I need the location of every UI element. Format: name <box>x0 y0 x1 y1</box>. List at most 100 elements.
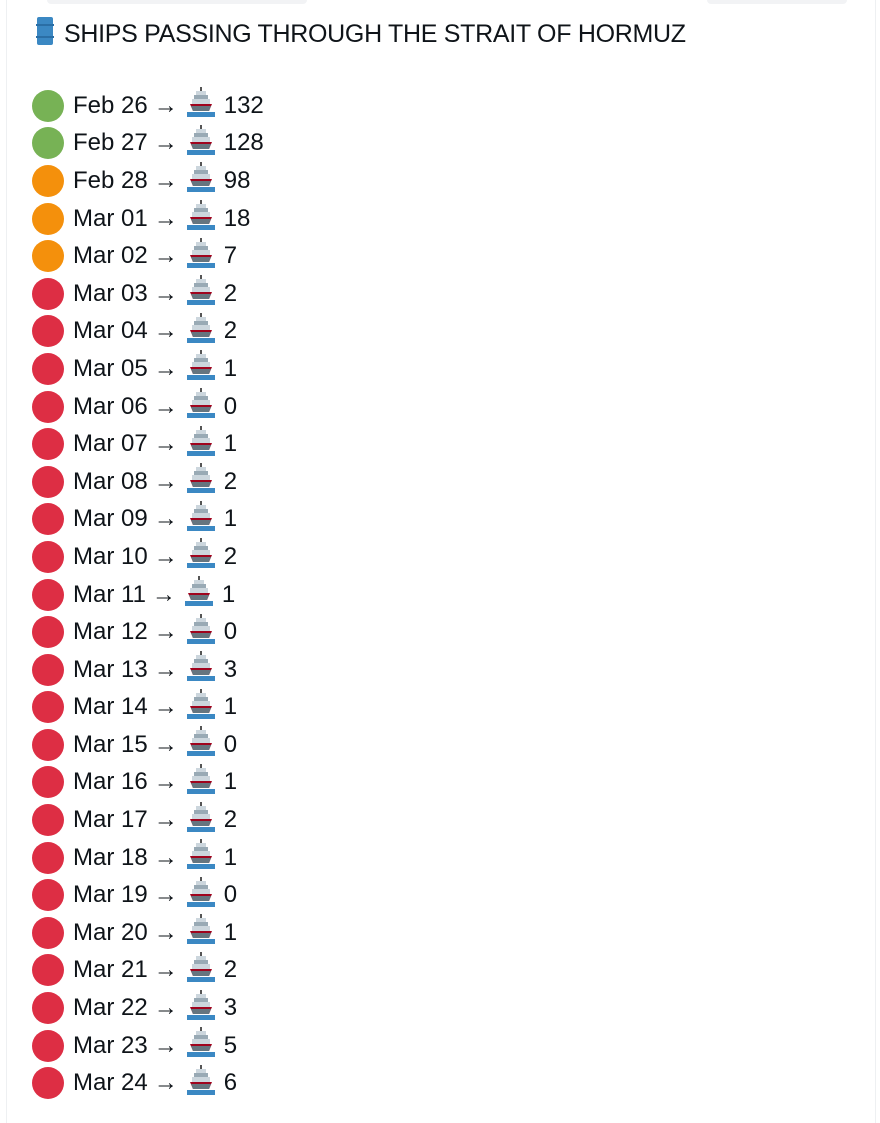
status-red-circle-icon <box>32 578 64 611</box>
ship-count: 1 <box>223 918 238 946</box>
arrow-icon: → <box>151 580 176 608</box>
list-item: Mar 21 → 2 <box>32 951 264 990</box>
title-text: SHIPS PASSING THROUGH THE STRAIT OF HORM… <box>64 20 686 48</box>
list-item: Mar 13 → 3 <box>32 651 264 689</box>
list-item: Mar 18 → 1 <box>32 839 264 877</box>
list-item: Feb 27 → 128 <box>32 124 264 163</box>
date-label: Mar 13 <box>73 655 148 683</box>
date-label: Mar 21 <box>73 956 148 984</box>
date-label: Mar 24 <box>73 1069 148 1097</box>
status-orange-circle-icon <box>32 164 64 197</box>
ship-count: 0 <box>223 881 238 909</box>
ship-icon <box>184 876 218 915</box>
ship-icon <box>184 989 218 1028</box>
arrow-icon: → <box>153 994 178 1022</box>
date-label: Mar 16 <box>73 768 148 796</box>
arrow-icon: → <box>153 618 178 646</box>
ship-icon <box>184 613 218 652</box>
status-red-circle-icon <box>32 315 64 348</box>
status-red-circle-icon <box>32 428 64 461</box>
arrow-icon: → <box>153 129 178 157</box>
status-green-circle-icon <box>32 89 64 122</box>
list-item: Mar 01 → 18 <box>32 200 264 238</box>
status-red-circle-icon <box>32 352 64 385</box>
post-container <box>6 0 876 1123</box>
list-item: Mar 08 → 2 <box>32 463 264 501</box>
ship-icon <box>184 387 218 426</box>
ship-count: 5 <box>223 1031 238 1059</box>
list-item: Mar 03 → 2 <box>32 275 264 313</box>
status-red-circle-icon <box>32 954 64 987</box>
arrow-icon: → <box>153 956 178 984</box>
ship-count: 1 <box>221 580 236 608</box>
arrow-icon: → <box>153 242 178 270</box>
ship-count: 1 <box>223 693 238 721</box>
list-item: Mar 05 → 1 <box>32 350 264 388</box>
ship-icon <box>184 462 218 501</box>
status-red-circle-icon <box>32 1029 64 1062</box>
ship-icon <box>184 312 218 351</box>
status-green-circle-icon <box>32 127 64 160</box>
date-label: Mar 20 <box>73 918 148 946</box>
date-label: Mar 04 <box>73 317 148 345</box>
post-title: SHIPS PASSING THROUGH THE STRAIT OF HORM… <box>36 16 686 53</box>
ship-icon <box>184 537 218 576</box>
arrow-icon: → <box>153 1069 178 1097</box>
date-label: Mar 18 <box>73 843 148 871</box>
status-red-circle-icon <box>32 277 64 310</box>
arrow-icon: → <box>153 354 178 382</box>
arrow-icon: → <box>153 768 178 796</box>
date-label: Mar 07 <box>73 430 148 458</box>
status-red-circle-icon <box>32 992 64 1025</box>
list-item: Mar 06 → 0 <box>32 388 264 426</box>
arrow-icon: → <box>153 279 178 307</box>
arrow-icon: → <box>153 317 178 345</box>
list-item: Mar 12 → 0 <box>32 613 264 651</box>
ship-count: 2 <box>223 806 238 834</box>
date-label: Mar 23 <box>73 1031 148 1059</box>
ship-icon <box>184 199 218 238</box>
ship-icon <box>184 1026 218 1065</box>
ship-icon <box>184 725 218 764</box>
list-item: Mar 02 → 7 <box>32 237 264 275</box>
status-red-circle-icon <box>32 653 64 686</box>
date-label: Mar 17 <box>73 806 148 834</box>
status-orange-circle-icon <box>32 202 64 235</box>
ship-count-list: Feb 26 → 132 Feb 27 → 128 Feb 28 → 98 Mar 01 → 18 Ma… <box>32 87 264 1102</box>
list-item: Mar 22 → 3 <box>32 989 264 1027</box>
ship-count: 1 <box>223 768 238 796</box>
list-item: Mar 04 → 2 <box>32 312 264 351</box>
ship-icon <box>184 763 218 802</box>
date-label: Mar 09 <box>73 505 148 533</box>
status-red-circle-icon <box>32 465 64 498</box>
status-red-circle-icon <box>32 616 64 649</box>
arrow-icon: → <box>153 166 178 194</box>
ship-count: 132 <box>223 91 264 119</box>
ship-icon <box>184 237 218 276</box>
ship-count: 3 <box>223 994 238 1022</box>
status-red-circle-icon <box>32 916 64 949</box>
list-item: Mar 07 → 1 <box>32 425 264 463</box>
list-item: Mar 17 → 2 <box>32 801 264 839</box>
ship-icon <box>184 951 218 990</box>
ship-count: 128 <box>223 129 264 157</box>
arrow-icon: → <box>153 542 178 570</box>
ship-count: 1 <box>223 354 238 382</box>
ship-count: 2 <box>223 542 238 570</box>
ship-count: 0 <box>223 730 238 758</box>
status-red-circle-icon <box>32 540 64 573</box>
arrow-icon: → <box>153 806 178 834</box>
arrow-icon: → <box>153 505 178 533</box>
ship-icon <box>184 349 218 388</box>
arrow-icon: → <box>153 392 178 420</box>
ship-count: 2 <box>223 317 238 345</box>
date-label: Mar 14 <box>73 693 148 721</box>
ship-count: 3 <box>223 655 238 683</box>
status-red-circle-icon <box>32 1067 64 1100</box>
ship-count: 2 <box>223 956 238 984</box>
status-orange-circle-icon <box>32 240 64 273</box>
ship-icon <box>182 575 216 614</box>
list-item: Mar 10 → 2 <box>32 538 264 576</box>
status-red-circle-icon <box>32 390 64 423</box>
date-label: Mar 12 <box>73 618 148 646</box>
